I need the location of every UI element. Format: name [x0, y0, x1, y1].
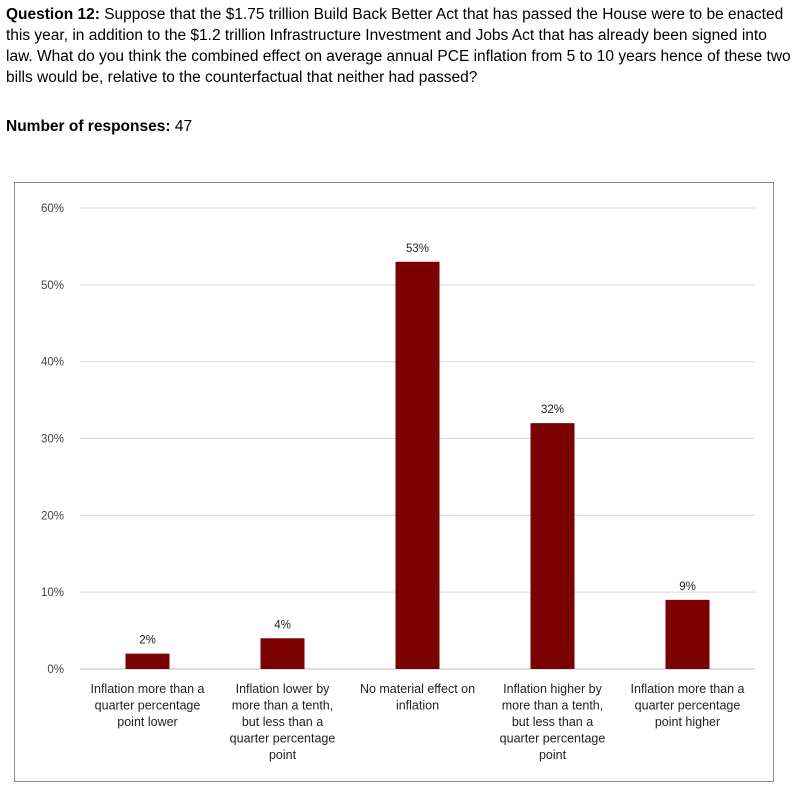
question-body: Suppose that the $1.75 trillion Build Ba…: [6, 6, 791, 86]
data-label: 2%: [139, 635, 156, 647]
data-label: 4%: [274, 619, 291, 631]
bar: [125, 653, 170, 669]
responses-line: Number of responses: 47: [6, 118, 192, 136]
data-label: 32%: [541, 404, 564, 416]
bar: [530, 423, 575, 669]
y-tick-label: 10%: [41, 587, 64, 599]
bar: [395, 261, 440, 669]
question-text: Question 12: Suppose that the $1.75 tril…: [6, 4, 792, 88]
category-label: Inflation more than a quarter percentage p…: [631, 682, 745, 729]
category-label: Inflation higher by more than a tenth, but…: [500, 682, 606, 762]
data-label: 9%: [679, 581, 696, 593]
data-label: 53%: [406, 243, 429, 255]
bar: [260, 638, 305, 669]
bar-chart: 0% 10% 20% 30% 40% 50% 60% 2% Inflation more tha…: [41, 203, 755, 762]
category-label: Inflation more than a quarter percentage p…: [91, 682, 205, 729]
y-tick-label: 60%: [41, 203, 64, 215]
category-label: Inflation lower by more than a tenth, but …: [230, 682, 336, 762]
y-tick-label: 20%: [41, 510, 64, 522]
chart-frame: 0% 10% 20% 30% 40% 50% 60% 2% Inflation more tha…: [14, 182, 774, 782]
bar: [665, 599, 710, 669]
responses-count: 47: [170, 118, 193, 135]
responses-label: Number of responses:: [6, 118, 171, 135]
y-tick-label: 50%: [41, 280, 64, 292]
question-label: Question 12:: [6, 6, 100, 23]
y-tick-label: 40%: [41, 357, 64, 369]
y-tick-label: 30%: [41, 434, 64, 446]
category-label: No material effect on inflation: [360, 682, 475, 713]
y-tick-label: 0%: [47, 664, 64, 676]
